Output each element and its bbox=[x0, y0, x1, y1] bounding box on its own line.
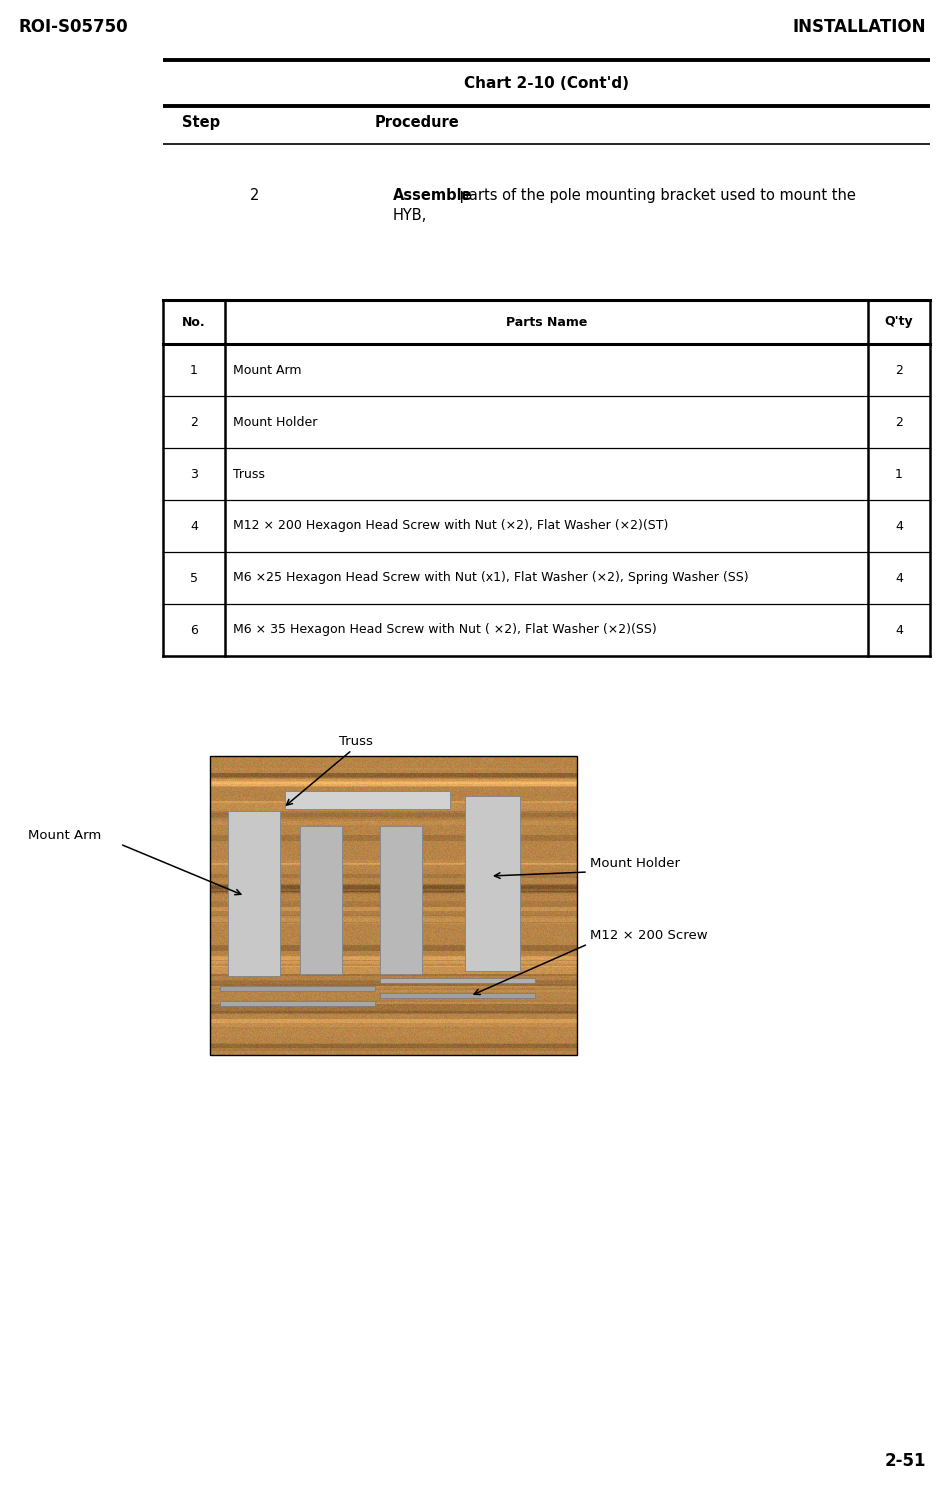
Text: INSTALLATION: INSTALLATION bbox=[793, 18, 926, 36]
Bar bbox=[228, 811, 280, 976]
Text: Procedure: Procedure bbox=[375, 115, 460, 130]
Text: 2: 2 bbox=[190, 415, 198, 428]
Text: M12 × 200 Hexagon Head Screw with Nut (×2), Flat Washer (×2)(ST): M12 × 200 Hexagon Head Screw with Nut (×… bbox=[233, 520, 668, 533]
Bar bbox=[220, 985, 375, 991]
Text: Q'ty: Q'ty bbox=[885, 315, 913, 328]
Text: 4: 4 bbox=[895, 520, 903, 533]
Text: 1: 1 bbox=[895, 467, 903, 481]
Bar bbox=[220, 1000, 375, 1006]
Text: Chart 2-10 (Cont'd): Chart 2-10 (Cont'd) bbox=[464, 76, 629, 91]
Text: 5: 5 bbox=[190, 572, 198, 584]
Text: parts of the pole mounting bracket used to mount the: parts of the pole mounting bracket used … bbox=[455, 188, 856, 203]
Text: Assemble: Assemble bbox=[393, 188, 473, 203]
Text: No.: No. bbox=[182, 315, 206, 328]
Text: HYB,: HYB, bbox=[393, 208, 428, 222]
Text: Mount Holder: Mount Holder bbox=[590, 857, 680, 870]
Text: 6: 6 bbox=[190, 624, 198, 636]
Text: Mount Holder: Mount Holder bbox=[233, 415, 317, 428]
Bar bbox=[210, 755, 577, 1056]
Bar bbox=[285, 791, 450, 809]
Text: Truss: Truss bbox=[339, 735, 373, 748]
Text: Mount Arm: Mount Arm bbox=[28, 829, 101, 842]
Text: M6 ×25 Hexagon Head Screw with Nut (x1), Flat Washer (×2), Spring Washer (SS): M6 ×25 Hexagon Head Screw with Nut (x1),… bbox=[233, 572, 749, 584]
Text: 1: 1 bbox=[190, 363, 198, 376]
Text: Step: Step bbox=[182, 115, 220, 130]
Bar bbox=[380, 978, 535, 982]
Bar bbox=[465, 796, 520, 970]
Bar bbox=[380, 993, 535, 997]
Bar bbox=[300, 826, 342, 973]
Text: Truss: Truss bbox=[233, 467, 265, 481]
Text: 2: 2 bbox=[895, 363, 903, 376]
Bar bbox=[380, 826, 422, 973]
Text: 4: 4 bbox=[190, 520, 198, 533]
Text: 4: 4 bbox=[895, 624, 903, 636]
Text: 2: 2 bbox=[250, 188, 260, 203]
Text: 2: 2 bbox=[895, 415, 903, 428]
Text: ROI-S05750: ROI-S05750 bbox=[18, 18, 127, 36]
Text: 3: 3 bbox=[190, 467, 198, 481]
Text: M6 × 35 Hexagon Head Screw with Nut ( ×2), Flat Washer (×2)(SS): M6 × 35 Hexagon Head Screw with Nut ( ×2… bbox=[233, 624, 657, 636]
Text: Parts Name: Parts Name bbox=[506, 315, 587, 328]
Text: Mount Arm: Mount Arm bbox=[233, 363, 301, 376]
Text: M12 × 200 Screw: M12 × 200 Screw bbox=[590, 929, 708, 942]
Text: 2-51: 2-51 bbox=[885, 1453, 926, 1471]
Text: 4: 4 bbox=[895, 572, 903, 584]
